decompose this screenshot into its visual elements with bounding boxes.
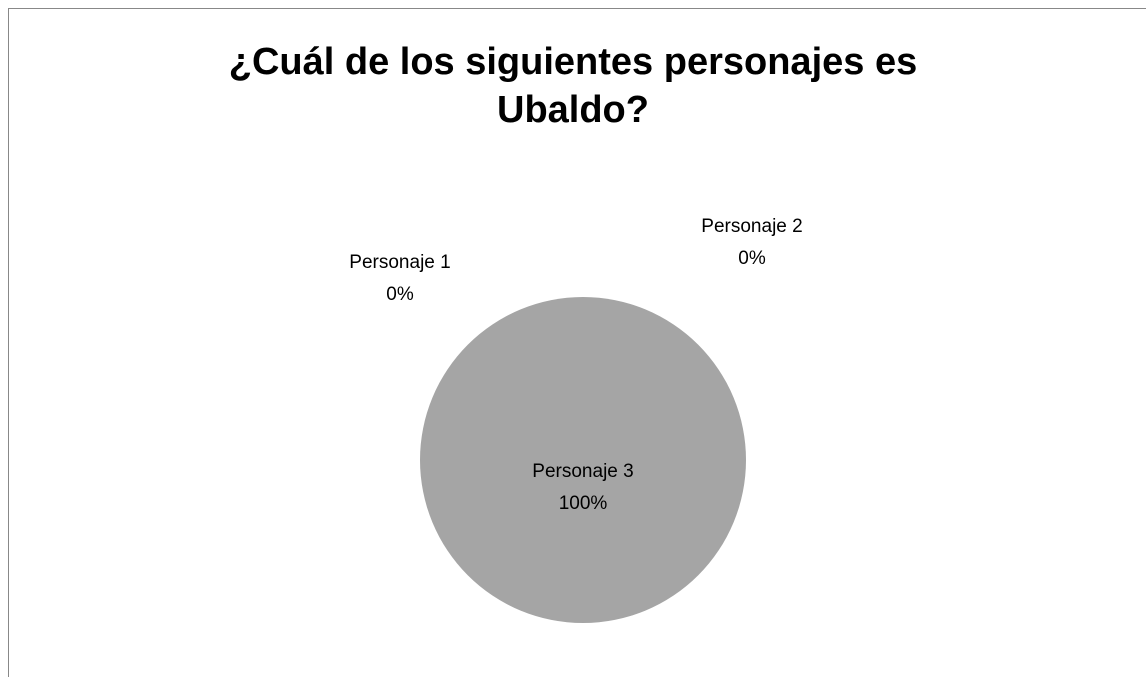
- chart-title: ¿Cuál de los siguientes personajes es Ub…: [228, 41, 918, 131]
- slice-label: Personaje 3: [532, 461, 633, 482]
- slice-label: Personaje 2: [701, 216, 802, 237]
- slice-value-label: 100%: [559, 493, 608, 514]
- slice-value-label: 0%: [738, 248, 766, 269]
- slice-value-label: 0%: [386, 284, 414, 305]
- chart-border: [8, 8, 1146, 677]
- pie-slice: [420, 297, 746, 623]
- slice-label: Personaje 1: [349, 252, 450, 273]
